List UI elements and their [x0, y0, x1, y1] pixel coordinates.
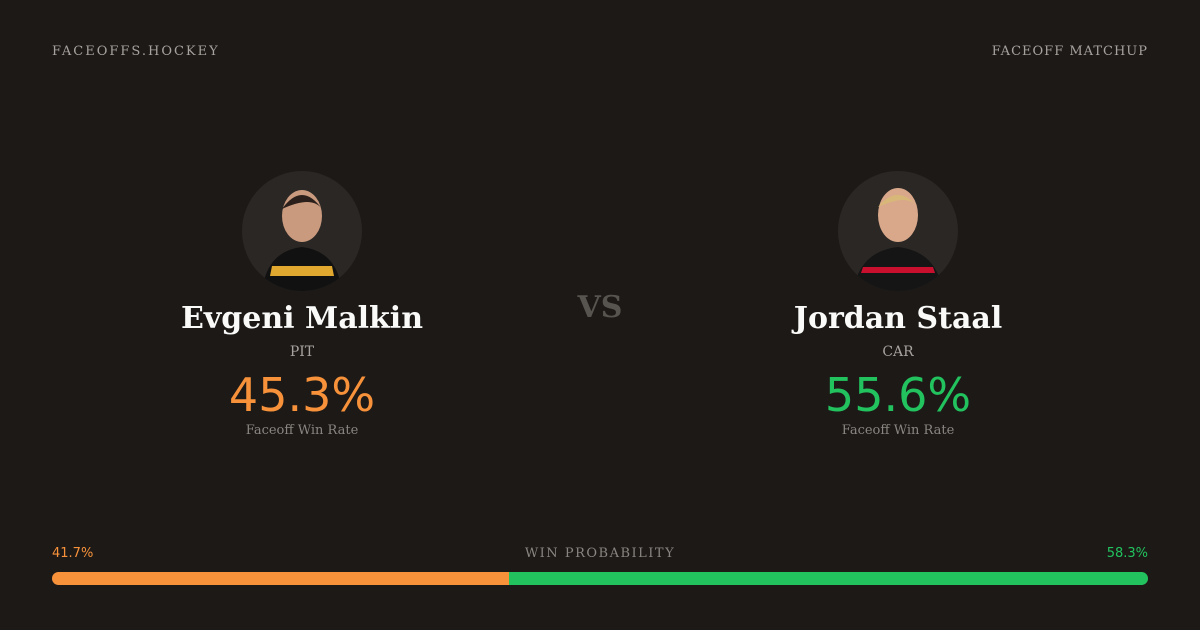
player-name: Evgeni Malkin	[180, 301, 424, 336]
photo-art	[853, 188, 943, 291]
player-rate: 45.3%	[228, 368, 376, 422]
header-label: FACEOFF MATCHUP	[991, 44, 1148, 59]
player-card: Jordan Staal CAR 55.6% Faceoff Win Rate	[698, 171, 1098, 439]
win-prob-title: WIN PROBABILITY	[524, 546, 676, 561]
win-prob-right: 58.3%	[1106, 546, 1148, 561]
player-card: Evgeni Malkin PIT 45.3% Faceoff Win Rate	[102, 171, 502, 439]
photo-art	[262, 190, 342, 291]
bar-segment	[52, 572, 510, 585]
vs: VS	[577, 290, 623, 325]
player-team: PIT	[289, 344, 315, 360]
player-photo	[838, 171, 958, 291]
bar-segment	[509, 572, 1148, 585]
win-prob-left: 41.7%	[52, 546, 94, 561]
win-prob-bar	[52, 572, 1148, 585]
brand: FACEOFFS.HOCKEY	[52, 44, 220, 59]
player-name: Jordan Staal	[793, 301, 1003, 336]
player-rate: 55.6%	[824, 368, 972, 422]
player-team: CAR	[882, 344, 914, 360]
rate-label: Faceoff Win Rate	[245, 423, 359, 438]
rate-label: Faceoff Win Rate	[841, 423, 955, 438]
player-photo	[242, 171, 362, 291]
